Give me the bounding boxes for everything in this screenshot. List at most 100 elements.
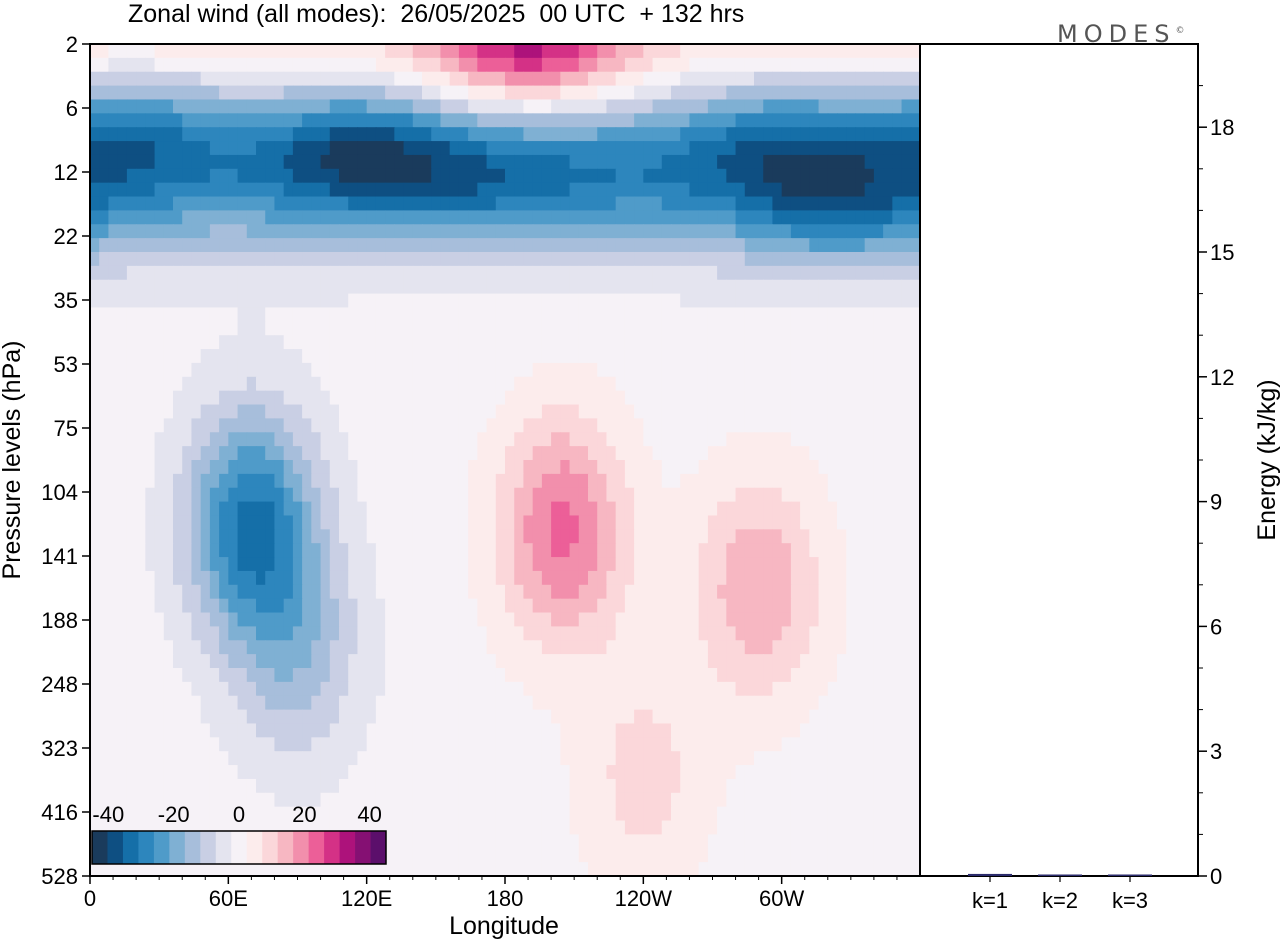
heatmap-cell xyxy=(302,307,312,322)
heatmap-cell xyxy=(523,778,534,794)
heatmap-cell xyxy=(569,182,580,198)
heatmap-cell xyxy=(191,196,202,211)
heatmap-cell xyxy=(578,460,589,475)
heatmap-cell xyxy=(772,127,783,142)
heatmap-cell xyxy=(108,751,119,766)
heatmap-cell xyxy=(126,570,137,586)
heatmap-cell xyxy=(597,335,608,350)
heatmap-cell xyxy=(901,252,912,267)
heatmap-cell xyxy=(707,390,718,406)
heatmap-cell xyxy=(790,224,801,239)
heatmap-cell xyxy=(707,196,718,211)
heatmap-cell xyxy=(809,570,820,586)
heatmap-cell xyxy=(126,141,137,156)
heatmap-cell xyxy=(772,501,783,517)
heatmap-cell xyxy=(283,723,294,738)
heatmap-cell xyxy=(809,529,820,544)
heatmap-cell xyxy=(219,709,229,725)
heatmap-cell xyxy=(818,307,829,322)
heatmap-cell xyxy=(744,529,755,544)
heatmap-cell xyxy=(781,154,792,170)
heatmap-cell xyxy=(412,473,423,489)
heatmap-cell xyxy=(495,626,506,641)
heatmap-cell xyxy=(892,238,903,253)
heatmap-cell xyxy=(837,335,847,350)
heatmap-cell xyxy=(883,626,893,641)
heatmap-cell xyxy=(237,182,248,198)
heatmap-cell xyxy=(458,487,469,503)
heatmap-cell xyxy=(505,85,515,101)
heatmap-cell xyxy=(117,584,128,600)
heatmap-cell xyxy=(200,543,211,558)
heatmap-cell xyxy=(458,543,469,558)
heatmap-cell xyxy=(311,723,322,738)
heatmap-cell xyxy=(532,626,543,641)
heatmap-cell xyxy=(726,85,737,101)
heatmap-cell xyxy=(329,778,340,794)
heatmap-cell xyxy=(468,404,478,419)
heatmap-cell xyxy=(781,681,792,697)
heatmap-cell xyxy=(394,362,405,378)
heatmap-cell xyxy=(320,612,331,627)
heatmap-cell xyxy=(772,487,783,503)
heatmap-cell xyxy=(283,751,294,766)
heatmap-cell xyxy=(883,709,893,725)
heatmap-cell xyxy=(661,668,672,683)
heatmap-cell xyxy=(200,390,211,406)
heatmap-cell xyxy=(431,446,442,461)
heatmap-cell xyxy=(237,792,248,808)
heatmap-cell xyxy=(827,751,838,766)
heatmap-cell xyxy=(523,85,534,101)
heatmap-cell xyxy=(366,778,377,794)
heatmap-cell xyxy=(818,584,829,600)
heatmap-cell xyxy=(256,196,266,211)
heatmap-cell xyxy=(671,778,681,794)
heatmap-cell xyxy=(726,335,737,350)
heatmap-cell xyxy=(864,85,875,101)
heatmap-cell xyxy=(136,418,146,433)
heatmap-cell xyxy=(311,709,322,725)
heatmap-cell xyxy=(394,460,405,475)
heatmap-cell xyxy=(237,446,248,461)
heatmap-cell xyxy=(809,432,820,447)
heatmap-cell xyxy=(237,307,248,322)
heatmap-cell xyxy=(541,681,552,697)
heatmap-cell xyxy=(790,432,801,447)
heatmap-cell xyxy=(108,321,119,336)
heatmap-cell xyxy=(117,113,128,128)
heatmap-cell xyxy=(422,446,432,461)
heatmap-cell xyxy=(126,182,137,198)
heatmap-cell xyxy=(200,723,211,738)
heatmap-cell xyxy=(634,570,644,586)
heatmap-cell xyxy=(717,196,727,211)
heatmap-cell xyxy=(883,349,893,364)
heatmap-cell xyxy=(643,640,654,655)
heatmap-cell xyxy=(671,598,681,614)
heatmap-cell xyxy=(136,210,146,225)
heatmap-cell xyxy=(671,709,681,725)
heatmap-cell xyxy=(431,404,442,419)
heatmap-cell xyxy=(689,349,700,364)
heatmap-cell xyxy=(468,376,478,392)
heatmap-cell xyxy=(717,487,727,503)
heatmap-cell xyxy=(136,487,146,503)
heatmap-cell xyxy=(781,224,792,239)
heatmap-cell xyxy=(606,460,617,475)
heatmap-cell xyxy=(412,654,423,669)
heatmap-cell xyxy=(754,737,764,752)
heatmap-cell xyxy=(163,529,174,544)
heatmap-cell xyxy=(652,640,663,655)
heatmap-cell xyxy=(763,349,774,364)
heatmap-cell xyxy=(541,626,552,641)
heatmap-cell xyxy=(624,376,635,392)
heatmap-cell xyxy=(228,778,239,794)
heatmap-cell xyxy=(329,307,340,322)
heatmap-cell xyxy=(449,44,460,59)
heatmap-cell xyxy=(809,723,820,738)
heatmap-cell xyxy=(873,515,884,530)
heatmap-cell xyxy=(541,557,552,572)
heatmap-cell xyxy=(412,279,423,295)
heatmap-cell xyxy=(302,460,312,475)
heatmap-cell xyxy=(219,224,229,239)
heatmap-cell xyxy=(763,529,774,544)
